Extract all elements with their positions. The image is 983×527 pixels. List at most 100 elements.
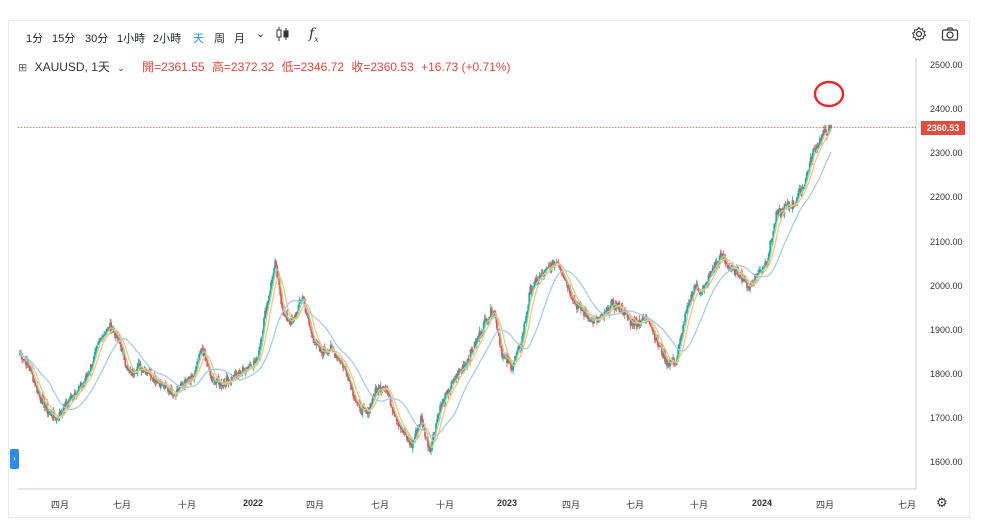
timeframe-1m[interactable]: 1分: [26, 33, 44, 45]
candle-body: [421, 415, 423, 421]
candle-body: [79, 382, 82, 388]
candle-body: [279, 286, 282, 295]
candle-body: [464, 364, 467, 366]
candle-body: [542, 275, 545, 277]
candle-body: [798, 188, 801, 191]
candle-body: [457, 370, 460, 379]
timeframe-15m[interactable]: 15分: [52, 33, 76, 45]
candle-body: [795, 200, 798, 204]
candle-body: [168, 390, 171, 395]
candle-body: [280, 294, 283, 304]
candle-body: [576, 305, 579, 310]
candle-body: [689, 300, 692, 304]
symbol-label[interactable]: XAUUSD, 1天: [34, 60, 110, 74]
chevron-down-icon[interactable]: ⌄: [256, 28, 266, 40]
candle-body: [348, 378, 350, 381]
candle-body: [803, 185, 806, 187]
timeframe-month[interactable]: 月: [234, 33, 245, 45]
candle-body: [62, 404, 65, 414]
candle-body: [378, 386, 381, 389]
candle-body: [564, 279, 567, 281]
candle-body: [712, 267, 715, 271]
chevron-down-icon[interactable]: ⌄: [117, 63, 125, 73]
candle-body: [409, 441, 412, 445]
candle-body: [610, 301, 613, 306]
candle-body: [652, 331, 655, 333]
candle-body: [123, 351, 126, 360]
y-tick-label: 2100.00: [930, 236, 963, 247]
candle-body: [42, 395, 45, 398]
candle-body: [642, 315, 645, 320]
candle-body: [486, 322, 489, 323]
gear-icon[interactable]: ⚙: [936, 495, 948, 510]
candle-body: [270, 281, 272, 293]
candle-body: [830, 125, 832, 128]
candle-body: [95, 348, 97, 354]
chart-toolbar: 1分 15分 30分 1小時 2小時 天 周 月 ⌄ fx: [18, 24, 968, 50]
candle-body: [118, 336, 121, 342]
candle-body: [458, 370, 461, 372]
timeframe-2h[interactable]: 2小時: [153, 33, 182, 45]
candle-body: [180, 382, 182, 389]
timeframe-1h[interactable]: 1小時: [117, 33, 146, 45]
camera-icon[interactable]: [941, 26, 959, 45]
y-tick-label: 1700.00: [930, 412, 963, 423]
candle-body: [365, 410, 368, 414]
gear-icon[interactable]: [911, 26, 927, 45]
timeframe-week[interactable]: 周: [214, 33, 225, 45]
x-tick-label: 四月: [305, 500, 325, 510]
candle-body: [784, 203, 787, 206]
candle-body: [500, 345, 502, 347]
candle-body: [158, 380, 161, 387]
candle-body: [662, 353, 664, 358]
x-tick-label: 七月: [370, 500, 390, 510]
candle-body: [525, 315, 528, 324]
candle-body: [306, 314, 309, 316]
candle-body: [428, 447, 430, 449]
indicators-fx-icon[interactable]: fx: [309, 26, 319, 44]
candle-body: [275, 261, 278, 267]
y-tick-label: 2200.00: [930, 192, 963, 203]
candle-body: [650, 326, 653, 328]
candle-body: [490, 308, 493, 317]
candle-body: [808, 163, 811, 173]
timeframe-30m[interactable]: 30分: [85, 33, 109, 45]
high-value: 高=2372.32: [211, 60, 275, 74]
candle-body: [177, 388, 179, 391]
candle-body: [198, 353, 201, 362]
timeframe-day[interactable]: 天: [193, 33, 204, 45]
candle-body: [235, 371, 238, 375]
candlestick-icon[interactable]: [276, 26, 290, 45]
candle-body: [136, 366, 139, 374]
candle-body: [267, 300, 269, 304]
candle-body: [405, 435, 408, 440]
candle-body: [205, 358, 208, 361]
candle-body: [199, 353, 202, 355]
candle-body: [311, 333, 314, 339]
candle-body: [692, 291, 695, 298]
candle-body: [719, 253, 722, 256]
candle-body: [622, 313, 625, 316]
candle-body: [588, 315, 590, 322]
candle-body: [26, 359, 28, 365]
candle-body: [341, 361, 343, 363]
candle-body: [504, 356, 506, 358]
candle-body: [566, 284, 569, 289]
candle-body: [529, 286, 532, 294]
grid-expand-icon[interactable]: ⊞: [18, 62, 28, 74]
candle-body: [129, 370, 132, 373]
candle-body: [678, 344, 681, 350]
candle-body: [54, 417, 57, 421]
candle-body: [606, 306, 609, 312]
candle-body: [369, 403, 372, 411]
candle-body: [502, 356, 504, 358]
candle-body: [786, 202, 789, 205]
candle-body: [440, 406, 443, 408]
candle-body: [94, 352, 96, 356]
candle-body: [709, 270, 712, 278]
candle-body: [527, 304, 530, 311]
candle-body: [145, 371, 148, 375]
chevron-right-icon[interactable]: ›: [10, 449, 19, 469]
candle-body: [261, 336, 263, 338]
